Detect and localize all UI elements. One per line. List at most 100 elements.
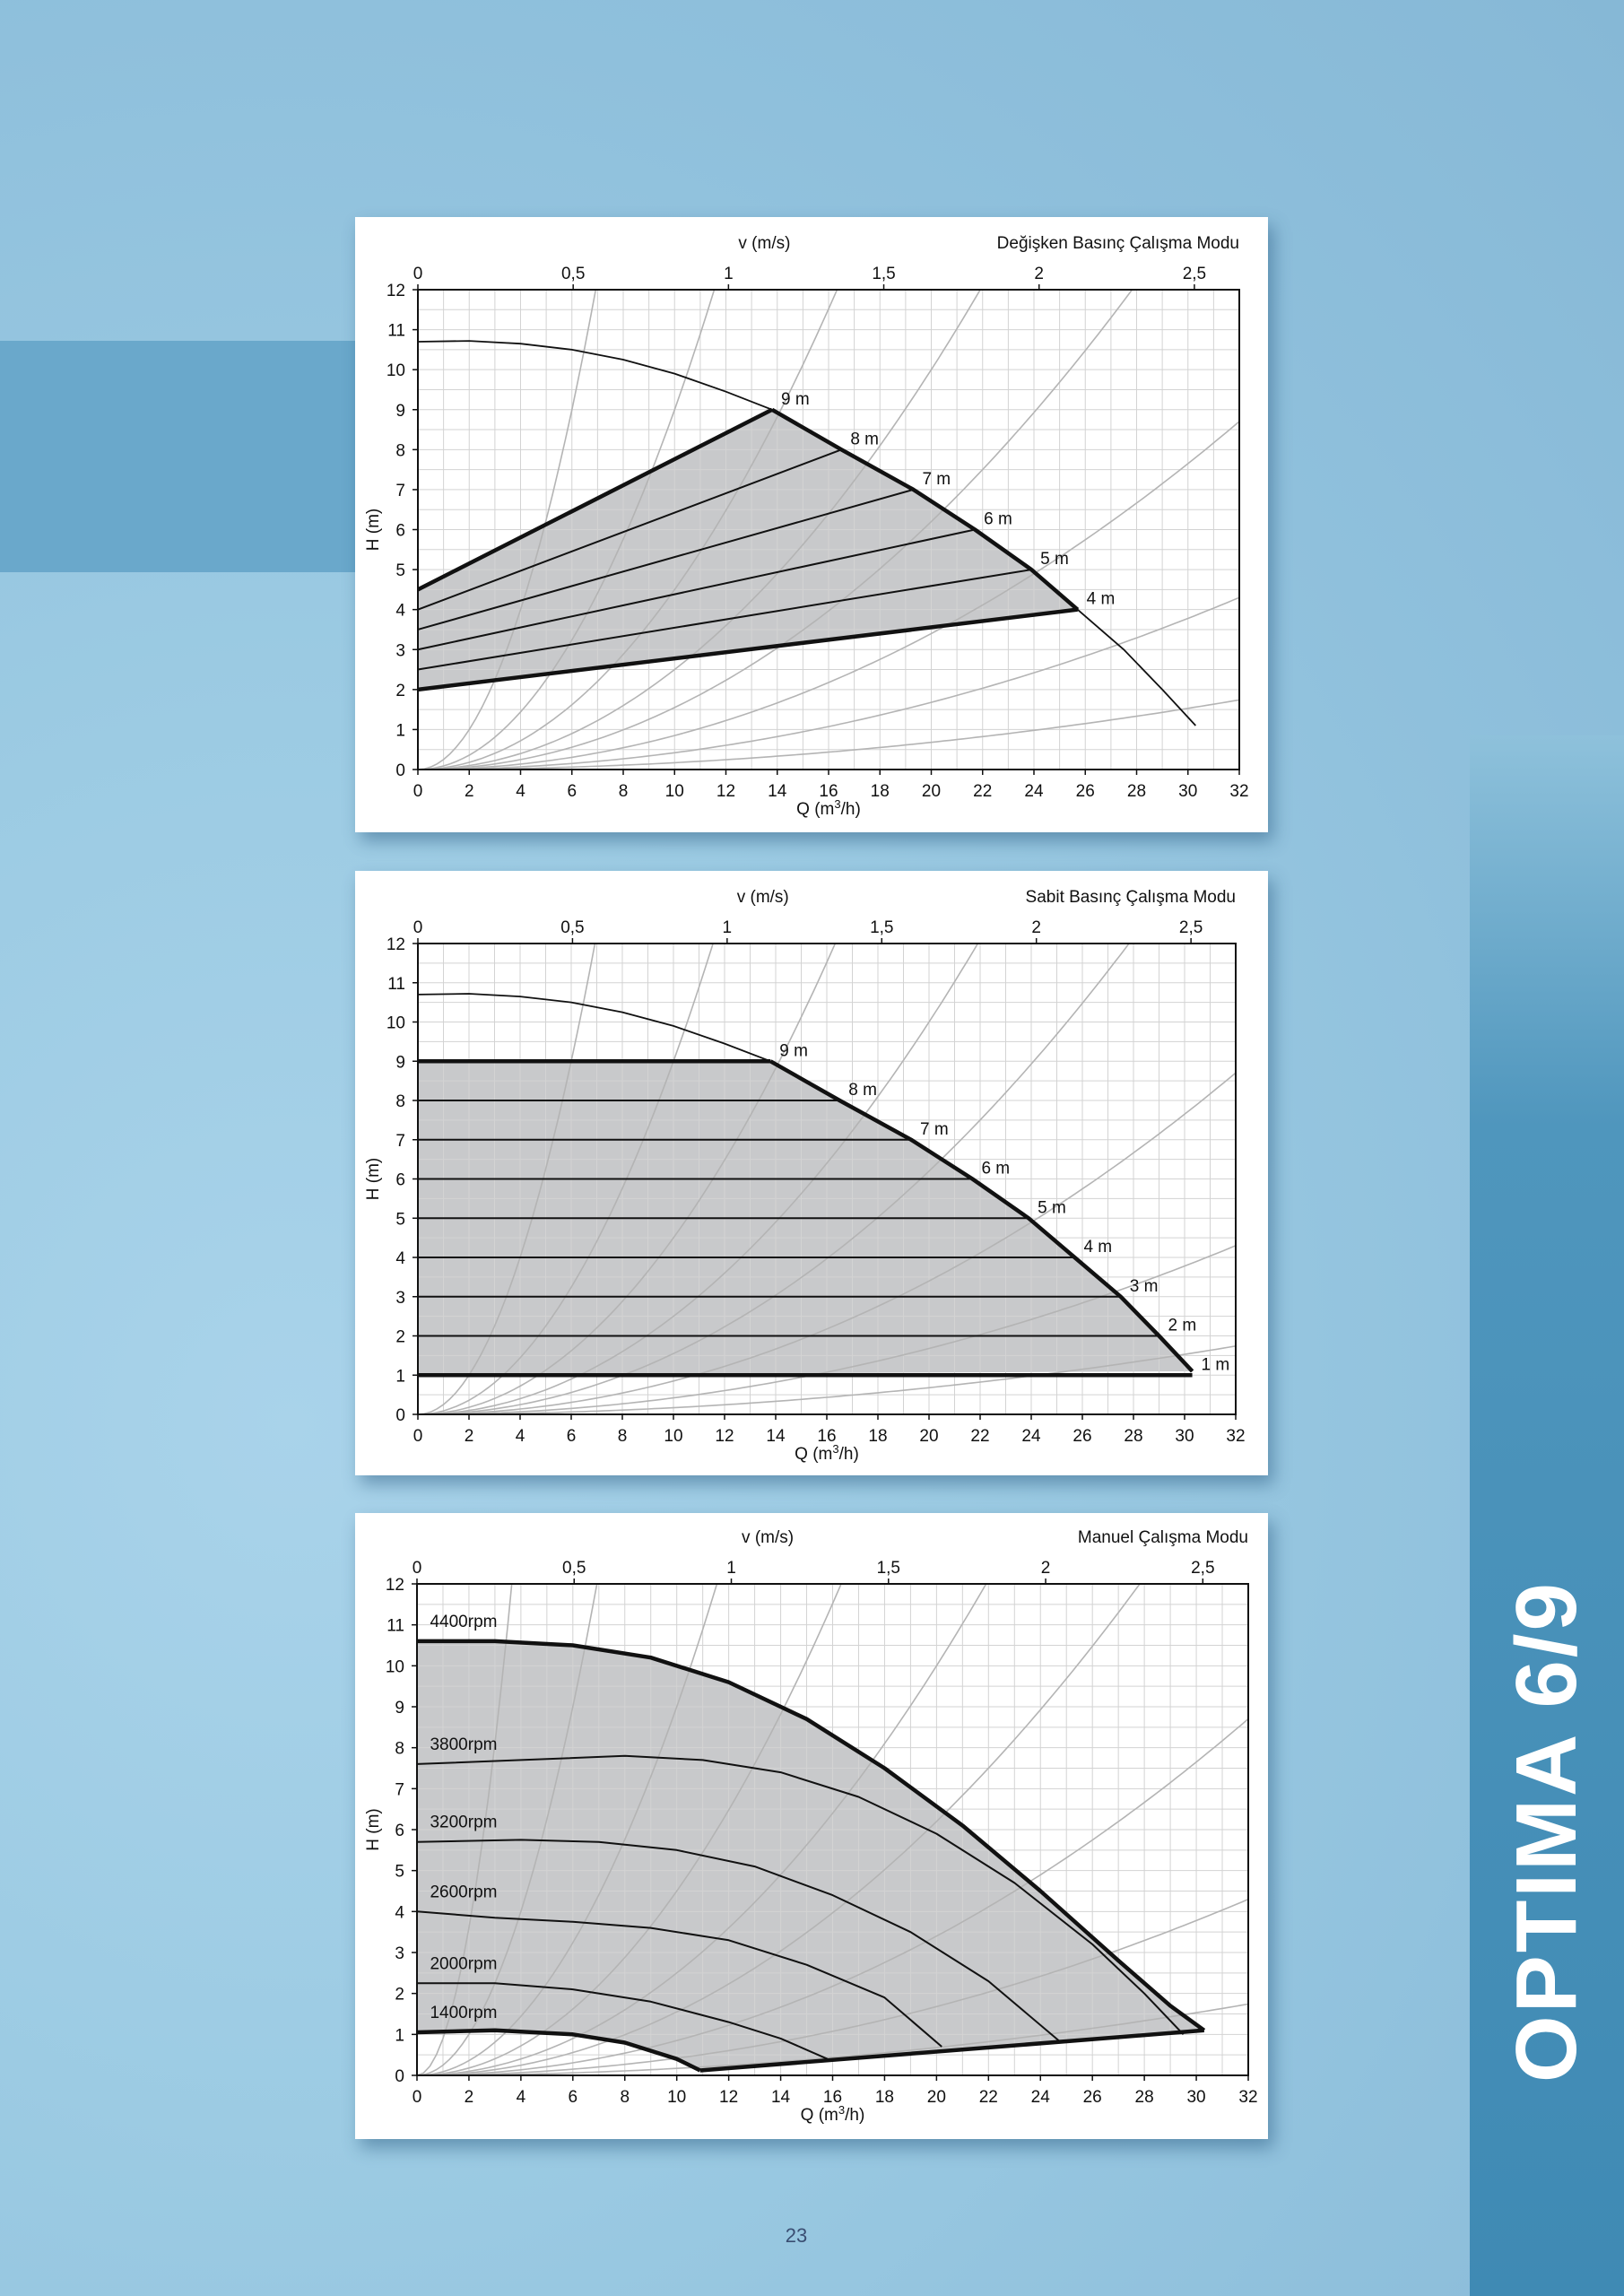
- control-line-label: 9 m: [779, 1041, 808, 1060]
- x-tick-label: 32: [1226, 1427, 1245, 1446]
- y-tick-label: 5: [395, 1863, 404, 1882]
- system-curve: [418, 290, 982, 770]
- x2-tick-label: 0,5: [561, 265, 585, 283]
- chart-manual-mode: 4400rpm 3800rpm 3200rpm 2600rpm 2000rpm 1400r…: [364, 1528, 1258, 2125]
- x2-tick-label: 1: [723, 918, 733, 937]
- y-tick-label: 5: [395, 1210, 405, 1229]
- system-curve: [418, 290, 838, 770]
- speed-curve: [417, 1982, 829, 2060]
- chart-title: Değişken Basınç Çalışma Modu: [997, 234, 1239, 253]
- system-curve: [418, 421, 1239, 770]
- y-tick-label: 9: [395, 402, 405, 421]
- speed-curve-label: 3200rpm: [430, 1813, 497, 1832]
- x-tick-label: 10: [665, 782, 684, 801]
- product-title: OPTIMA 6/9: [1498, 1580, 1594, 2083]
- x-tick-label: 14: [768, 782, 787, 801]
- x-tick-label: 4: [516, 782, 525, 801]
- control-line-label: 8 m: [850, 430, 879, 448]
- y-tick-label: 3: [395, 641, 405, 660]
- x2-tick-label: 1: [726, 1559, 736, 1578]
- y-tick-label: 11: [387, 322, 405, 341]
- y-tick-label: 4: [395, 1249, 405, 1268]
- system-curve: [417, 1584, 987, 2075]
- system-curve: [418, 596, 1239, 770]
- speed-curve-label: 1400rpm: [430, 2004, 497, 2022]
- right-brand-band: [1470, 735, 1624, 2296]
- y-tick-label: 6: [395, 1171, 405, 1190]
- x2-axis-label: v (m/s): [737, 888, 789, 907]
- x-tick-label: 28: [1135, 2088, 1154, 2107]
- y-tick-label: 0: [395, 2067, 404, 2086]
- y-tick-label: 8: [395, 1740, 404, 1759]
- x-tick-label: 32: [1238, 2088, 1257, 2107]
- y-tick-label: 1: [395, 2026, 404, 2045]
- x-tick-label: 12: [716, 782, 735, 801]
- x-tick-label: 16: [817, 1427, 836, 1446]
- x-tick-label: 24: [1031, 2088, 1051, 2107]
- x-tick-label: 6: [569, 2088, 578, 2107]
- x-tick-label: 12: [719, 2088, 738, 2107]
- min-boundary-line: [699, 2028, 1204, 2073]
- system-curve: [418, 944, 837, 1414]
- speed-curve-label: 3800rpm: [430, 1735, 497, 1754]
- x2-tick-label: 1,5: [877, 1559, 900, 1578]
- system-curve: [418, 1345, 1236, 1414]
- system-curve: [418, 944, 596, 1414]
- y-axis-label: H (m): [364, 509, 383, 551]
- x2-tick-label: 0,5: [562, 1559, 586, 1578]
- x-tick-label: 22: [973, 782, 992, 801]
- control-line: [416, 407, 774, 592]
- control-line-label: 8 m: [848, 1081, 877, 1100]
- system-curve: [418, 944, 979, 1414]
- x-tick-label: 26: [1083, 2088, 1102, 2107]
- y-tick-label: 2: [395, 1986, 404, 2005]
- y-tick-label: 10: [386, 361, 405, 380]
- y-tick-label: 9: [395, 1699, 404, 1718]
- max-curve-boundary: [770, 407, 1080, 612]
- x-tick-label: 26: [1076, 782, 1095, 801]
- x-tick-label: 20: [922, 782, 941, 801]
- y-tick-label: 11: [387, 975, 405, 994]
- control-line-label: 6 m: [981, 1160, 1010, 1178]
- left-decor-band: [0, 341, 355, 572]
- x2-tick-label: 2: [1041, 1559, 1051, 1578]
- x-tick-label: 0: [413, 782, 423, 801]
- x-tick-label: 14: [771, 2088, 791, 2107]
- chart-title: Manuel Çalışma Modu: [1078, 1528, 1248, 1547]
- system-curve: [418, 290, 1133, 770]
- speed-curve-label: 4400rpm: [430, 1613, 497, 1631]
- system-curve: [417, 1584, 513, 2075]
- y-tick-label: 3: [395, 1289, 405, 1308]
- control-line: [417, 528, 976, 651]
- x-tick-label: 26: [1073, 1427, 1091, 1446]
- page-number-text: 23: [785, 2224, 808, 2247]
- system-curve: [417, 1584, 598, 2075]
- chart-variable-pressure: 9 m8 m7 m6 m5 m4 m0 2 4 6 8 10 12 14 16 18 20 22 24 2…: [364, 234, 1249, 819]
- x-tick-label: 20: [927, 2088, 946, 2107]
- x-tick-label: 2: [465, 782, 474, 801]
- control-line-label: 9 m: [781, 390, 810, 409]
- x-tick-label: 12: [715, 1427, 734, 1446]
- control-line: [417, 607, 1078, 692]
- y-tick-label: 7: [395, 1780, 404, 1799]
- y-tick-label: 0: [395, 761, 405, 780]
- system-curve: [418, 944, 1131, 1414]
- y-tick-label: 8: [395, 1092, 405, 1111]
- operating-region: [417, 1640, 1204, 2071]
- x-tick-label: 16: [823, 2088, 842, 2107]
- system-curve: [417, 1718, 1248, 2075]
- system-curve: [417, 2003, 1248, 2075]
- speed-curve: [416, 1839, 1063, 2044]
- x-tick-label: 0: [413, 2088, 422, 2107]
- speed-curve: [416, 2028, 701, 2073]
- x2-tick-label: 1: [724, 265, 734, 283]
- x-tick-label: 22: [970, 1427, 989, 1446]
- y-tick-label: 3: [395, 1944, 404, 1963]
- x-tick-label: 8: [618, 1427, 628, 1446]
- x-tick-label: 8: [619, 782, 629, 801]
- y-tick-label: 12: [386, 282, 405, 300]
- system-curve: [417, 1584, 718, 2075]
- x-tick-label: 16: [819, 782, 838, 801]
- x2-axis-label: v (m/s): [742, 1528, 794, 1547]
- system-curve: [417, 1584, 1142, 2075]
